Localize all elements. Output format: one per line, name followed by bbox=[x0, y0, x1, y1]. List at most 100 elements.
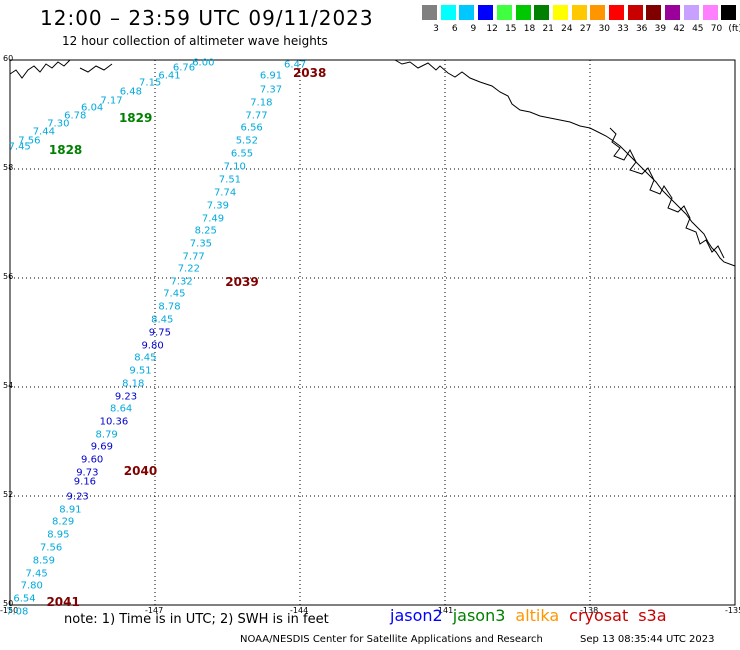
wave-height-value: 6.47 bbox=[284, 59, 307, 71]
pass-time-label: 2041 bbox=[46, 595, 80, 610]
colorbar-label: 30 bbox=[598, 24, 611, 34]
colorbar-swatch bbox=[422, 5, 437, 20]
colorbar-label: 21 bbox=[542, 24, 554, 34]
wave-height-value: 7.15 bbox=[139, 77, 162, 89]
longitude-label: -150 bbox=[0, 606, 19, 615]
wave-height-value: 7.56 bbox=[39, 542, 63, 554]
units-note: note: 1) Time is in UTC; 2) SWH is in fe… bbox=[64, 612, 329, 627]
colorbar-label: 33 bbox=[617, 24, 629, 34]
wave-height-value: 8.78 bbox=[158, 301, 181, 313]
latitude-label: 60 bbox=[3, 54, 14, 63]
longitude-label: -135 bbox=[725, 606, 740, 615]
wave-height-value: 8.95 bbox=[47, 529, 70, 541]
colorbar-label: 9 bbox=[470, 24, 477, 34]
latitude-label: 58 bbox=[3, 163, 14, 172]
colorbar-swatch bbox=[609, 5, 624, 20]
wave-height-value: 8.79 bbox=[95, 429, 118, 441]
footer-timestamp: Sep 13 08:35:44 UTC 2023 bbox=[580, 634, 715, 645]
wave-height-value: 6.56 bbox=[240, 122, 263, 134]
wave-height-value: 7.35 bbox=[189, 238, 213, 250]
wave-height-value: 6.04 bbox=[81, 102, 104, 114]
satellite-legend: jason2 jason3 altika cryosat s3a bbox=[390, 606, 677, 625]
wave-height-value: 8.45 bbox=[151, 314, 174, 326]
wave-height-value: 9.73 bbox=[76, 467, 99, 479]
colorbar-swatch bbox=[459, 5, 475, 20]
wave-height-value: 10.36 bbox=[99, 416, 129, 428]
wave-height-value: 8.45 bbox=[134, 352, 157, 364]
wave-height-value: 7.37 bbox=[259, 84, 283, 96]
colorbar-label: 18 bbox=[523, 24, 536, 34]
colorbar-label: (ft) bbox=[728, 24, 740, 34]
wave-height-value: 7.56 bbox=[18, 135, 41, 147]
legend-satellite-jason2: jason2 bbox=[390, 606, 443, 625]
wave-height-value: 7.51 bbox=[218, 174, 242, 186]
colorbar-label: 6 bbox=[451, 24, 458, 34]
longitude-label: -144 bbox=[290, 606, 309, 615]
colorbar-swatch bbox=[683, 5, 699, 20]
colorbar-label: 42 bbox=[673, 24, 685, 34]
pass-time-label: 1829 bbox=[118, 111, 153, 126]
wave-height-value: 6.76 bbox=[172, 62, 196, 74]
colorbar-swatch bbox=[552, 5, 568, 20]
colorbar-label: 24 bbox=[561, 24, 573, 34]
wave-height-value: 7.10 bbox=[223, 161, 246, 173]
colorbar-swatch bbox=[571, 5, 587, 20]
wave-height-value: 6.78 bbox=[64, 110, 87, 122]
colorbar-swatch bbox=[627, 5, 643, 20]
latitude-label: 50 bbox=[3, 599, 14, 608]
wave-height-value: 9.80 bbox=[141, 340, 164, 352]
colorbar-swatch bbox=[534, 5, 550, 20]
wave-height-value: 8.64 bbox=[110, 403, 133, 415]
wave-height-value: 9.16 bbox=[73, 476, 97, 488]
map-subtitle: 12 hour collection of altimeter wave hei… bbox=[62, 34, 328, 48]
wave-height-value: 9.69 bbox=[90, 441, 113, 453]
pass-time-label: 2038 bbox=[292, 65, 327, 80]
longitude-label: -141 bbox=[435, 606, 454, 615]
colorbar-label: 39 bbox=[654, 24, 667, 34]
wave-height-value: 6.55 bbox=[230, 148, 254, 160]
wave-height-value: 7.18 bbox=[250, 97, 273, 108]
colorbar-swatch bbox=[590, 5, 606, 20]
wave-height-value: 6.41 bbox=[158, 70, 181, 82]
colorbar-label: 36 bbox=[635, 24, 648, 34]
wave-height-value: 7.49 bbox=[201, 213, 225, 225]
legend-satellite-cryosat: cryosat bbox=[569, 606, 629, 625]
wave-height-value: 7.45 bbox=[8, 141, 31, 153]
latitude-label: 56 bbox=[3, 272, 14, 281]
kenai-coastline bbox=[9, 59, 71, 79]
wave-height-value: 7.08 bbox=[6, 606, 29, 618]
wave-height-value: 8.18 bbox=[122, 378, 145, 390]
legend-satellite-jason3: jason3 bbox=[452, 606, 506, 625]
map-title: 12:00 – 23:59 UTC 09/11/2023 bbox=[40, 6, 374, 30]
wave-height-value: 6.54 bbox=[13, 593, 36, 605]
pass-time-label: 1828 bbox=[48, 142, 83, 157]
longitude-label: -138 bbox=[580, 606, 599, 615]
wave-height-value: 7.77 bbox=[245, 110, 268, 122]
pass-time-label: 2039 bbox=[225, 274, 259, 289]
colorbar-swatch bbox=[496, 5, 512, 20]
footer-credit: NOAA/NESDIS Center for Satellite Applica… bbox=[240, 634, 543, 645]
wave-height-value: 7.39 bbox=[206, 200, 229, 211]
pass-time-label: 2040 bbox=[123, 463, 158, 478]
wave-height-value: 7.80 bbox=[20, 580, 43, 592]
wave-height-value: 7.17 bbox=[100, 95, 123, 107]
southeast-alaska-islands bbox=[609, 127, 725, 259]
wave-height-value: 9.60 bbox=[81, 454, 104, 466]
colorbar-swatch bbox=[665, 5, 681, 20]
legend-satellite-s3a: s3a bbox=[638, 606, 667, 625]
wave-height-value: 7.77 bbox=[182, 251, 205, 263]
wave-height-value: 9.23 bbox=[66, 491, 89, 503]
wave-height-value: 7.22 bbox=[177, 263, 200, 275]
wave-height-value: 8.25 bbox=[194, 225, 217, 237]
latitude-label: 52 bbox=[3, 490, 14, 499]
wave-height-value: 5.52 bbox=[235, 135, 258, 147]
colorbar-swatch bbox=[478, 5, 494, 20]
wave-height-value: 6.91 bbox=[259, 70, 283, 82]
wave-height-value: 8.59 bbox=[32, 555, 55, 567]
wave-height-value: 8.29 bbox=[52, 516, 75, 528]
wave-height-value: 9.75 bbox=[148, 327, 171, 338]
latitude-label: 54 bbox=[3, 381, 14, 390]
wave-height-value: 7.74 bbox=[213, 187, 237, 199]
wave-height-value: 7.32 bbox=[170, 276, 193, 288]
